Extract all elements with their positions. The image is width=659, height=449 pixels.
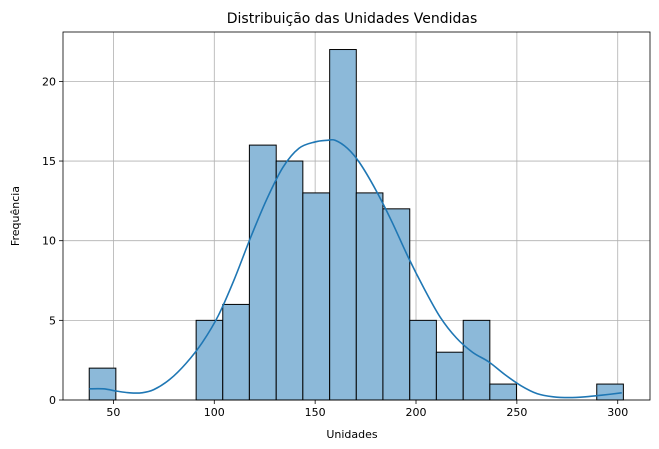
histogram-bar [355,192,384,401]
chart-title: Distribuição das Unidades Vendidas [227,11,477,27]
y-tick-label: 10 [42,235,56,248]
y-axis-label: Frequência [9,186,22,246]
histogram-bar [329,49,357,401]
x-tick-label: 150 [305,406,326,419]
histogram-bar [409,319,437,401]
y-axis-ticks: 0 5 10 15 20 [42,75,63,407]
y-tick-label: 0 [49,394,56,407]
histogram-bar [435,351,464,401]
histogram-bar [88,367,117,401]
histogram-bar [596,383,624,401]
histogram-bar [382,208,411,401]
x-tick-label: 200 [406,406,427,419]
histogram-bar [248,144,277,401]
kde-curve [89,138,622,399]
x-axis-ticks: 50 100 150 200 250 300 [106,400,628,419]
x-tick-label: 250 [506,406,527,419]
x-tick-label: 300 [607,406,628,419]
histogram-bars [88,49,624,401]
y-tick-label: 20 [42,75,56,88]
x-tick-label: 50 [106,406,120,419]
histogram-bar [275,160,304,401]
y-tick-label: 5 [49,314,56,327]
y-tick-label: 15 [42,155,56,168]
x-axis-label: Unidades [326,428,378,441]
x-tick-label: 100 [204,406,225,419]
histogram-bar [302,192,331,401]
histogram-bar [489,383,517,401]
plot-frame [62,31,651,401]
histogram-bar [222,303,250,401]
histogram-bar [195,319,224,401]
